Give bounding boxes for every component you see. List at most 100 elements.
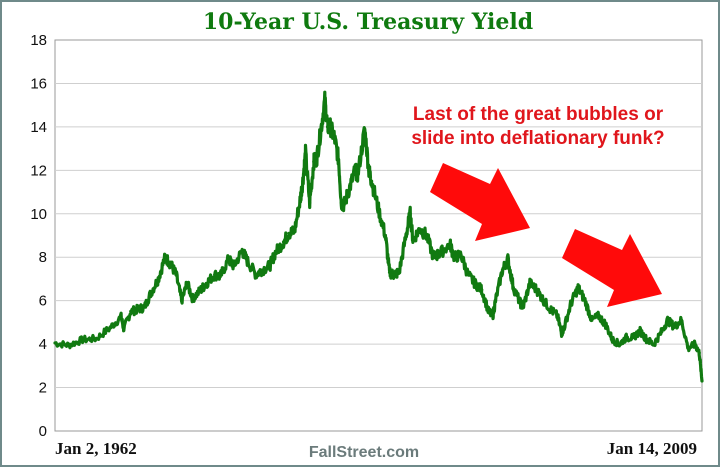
data-point xyxy=(652,342,656,346)
x-start-label: Jan 2, 1962 xyxy=(55,439,137,458)
data-point xyxy=(511,286,516,290)
data-point xyxy=(604,322,608,327)
data-point xyxy=(408,212,412,216)
data-point xyxy=(298,199,302,203)
y-tick-label: 18 xyxy=(30,32,47,49)
data-point xyxy=(387,270,392,275)
data-point xyxy=(213,273,217,277)
data-point xyxy=(659,331,663,335)
data-point xyxy=(480,288,484,292)
y-axis-ticks: 0 2 4 6 8 10 12 14 16 18 xyxy=(30,32,47,440)
data-point xyxy=(149,290,153,294)
data-point xyxy=(404,233,408,238)
data-point xyxy=(697,351,701,355)
data-point xyxy=(80,338,85,342)
data-point xyxy=(376,207,381,212)
data-point xyxy=(521,305,525,309)
annotation-line-2: slide into deflationary funk? xyxy=(411,128,664,149)
data-point xyxy=(452,255,456,259)
data-point xyxy=(325,125,330,129)
data-point xyxy=(218,275,222,279)
data-point xyxy=(199,288,203,292)
data-point xyxy=(240,249,244,253)
data-point xyxy=(142,305,147,309)
data-point xyxy=(119,315,123,319)
data-point xyxy=(347,186,352,190)
data-point xyxy=(108,326,112,330)
data-point xyxy=(246,259,250,264)
data-point xyxy=(610,338,615,342)
data-point xyxy=(700,379,704,383)
data-point xyxy=(624,335,628,340)
data-point xyxy=(528,281,532,285)
data-point xyxy=(268,264,272,268)
data-point xyxy=(94,337,98,341)
plot-area-border xyxy=(54,39,703,432)
data-point xyxy=(631,335,635,340)
data-point xyxy=(487,309,491,314)
data-point xyxy=(559,331,564,335)
grid xyxy=(54,39,703,432)
data-point xyxy=(226,257,231,261)
data-point xyxy=(491,314,495,318)
right-down-arrow-icon xyxy=(430,163,530,241)
y-tick-label: 0 xyxy=(39,423,47,440)
y-tick-label: 14 xyxy=(30,119,47,136)
data-point xyxy=(323,99,327,103)
data-point xyxy=(129,309,133,314)
data-point xyxy=(254,273,258,277)
data-point xyxy=(438,251,443,255)
data-point xyxy=(292,229,297,233)
data-point xyxy=(53,341,57,345)
data-point xyxy=(328,125,332,129)
series-layer xyxy=(53,90,704,383)
data-point xyxy=(392,273,396,277)
data-point xyxy=(180,299,184,303)
data-point xyxy=(693,342,697,346)
data-point xyxy=(336,157,341,162)
data-point xyxy=(367,168,371,172)
data-point xyxy=(356,173,360,177)
chart-title: 10-Year U.S. Treasury Yield xyxy=(203,9,533,35)
data-point xyxy=(645,338,649,342)
data-point xyxy=(665,318,670,322)
source-label: FallStreet.com xyxy=(309,444,419,461)
annotation-line-1: Last of the great bubbles or xyxy=(413,104,664,125)
data-point xyxy=(431,255,436,259)
data-point xyxy=(686,346,690,351)
data-point xyxy=(273,251,277,255)
data-point xyxy=(597,314,601,318)
y-tick-label: 10 xyxy=(30,206,47,223)
data-point xyxy=(569,301,573,305)
data-point xyxy=(370,179,374,183)
data-point xyxy=(590,318,594,322)
data-point xyxy=(459,253,463,257)
data-point xyxy=(535,288,539,292)
data-point xyxy=(518,301,522,305)
y-tick-label: 2 xyxy=(39,380,47,397)
data-point xyxy=(555,314,560,318)
data-point xyxy=(259,268,264,272)
data-point xyxy=(281,240,286,244)
data-point xyxy=(67,343,71,347)
data-point xyxy=(576,286,580,290)
data-point xyxy=(314,157,319,162)
data-point xyxy=(185,281,189,285)
data-point xyxy=(418,227,422,231)
y-tick-label: 8 xyxy=(39,249,47,266)
y-tick-label: 6 xyxy=(39,293,47,310)
y-tick-label: 4 xyxy=(39,336,47,353)
data-point xyxy=(303,151,308,155)
data-point xyxy=(232,264,236,268)
data-point xyxy=(174,273,178,277)
data-point xyxy=(448,242,452,246)
data-point xyxy=(638,329,642,333)
x-end-label: Jan 14, 2009 xyxy=(607,439,697,458)
data-point xyxy=(363,127,367,131)
data-point xyxy=(473,281,477,285)
right-down-arrow-icon xyxy=(562,229,662,307)
data-point xyxy=(122,327,126,331)
data-point xyxy=(542,299,546,303)
data-point xyxy=(425,233,429,238)
